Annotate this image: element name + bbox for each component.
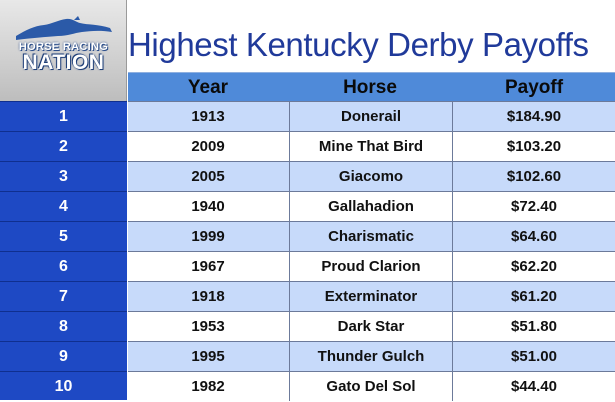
- horse-racing-nation-logo: HORSE RACING NATION: [0, 0, 127, 101]
- payoff-cell: $64.60: [511, 228, 557, 245]
- logo-line-2: NATION: [22, 51, 105, 74]
- rank-column: [0, 101, 127, 400]
- payoff-cell: $184.90: [506, 108, 562, 125]
- year-cell: 1940: [191, 198, 225, 215]
- horse-cell: Donerail: [289, 102, 453, 131]
- table-row: 1913 Donerail $184.90: [128, 101, 615, 131]
- year-cell: 1982: [191, 378, 225, 395]
- table-row: 1940 Gallahadion $72.40: [128, 191, 615, 221]
- payoff-cell: $62.20: [511, 258, 557, 275]
- year-cell: 1953: [191, 318, 225, 335]
- year-cell: 2009: [191, 138, 225, 155]
- payoff-cell: $44.40: [511, 378, 557, 395]
- table-row: 1953 Dark Star $51.80: [128, 311, 615, 341]
- rank-cell: 9: [0, 341, 127, 371]
- rank-cell: 4: [0, 191, 127, 221]
- year-cell: 2005: [191, 168, 225, 185]
- page-title: Highest Kentucky Derby Payoffs: [128, 26, 589, 63]
- table-row: 1995 Thunder Gulch $51.00: [128, 341, 615, 371]
- horse-cell: Gato Del Sol: [289, 372, 453, 401]
- rank-cell: 7: [0, 281, 127, 311]
- table-header: Year Horse Payoff: [128, 72, 615, 102]
- year-cell: 1913: [191, 108, 225, 125]
- table-row: 2009 Mine That Bird $103.20: [128, 131, 615, 161]
- rank-cell: 6: [0, 251, 127, 281]
- year-cell: 1967: [191, 258, 225, 275]
- payoff-cell: $72.40: [511, 198, 557, 215]
- column-header-year: Year: [187, 77, 229, 98]
- column-header-payoff: Payoff: [504, 77, 564, 98]
- horse-cell: Proud Clarion: [289, 252, 453, 281]
- rank-cell: 2: [0, 131, 127, 161]
- payoff-cell: $51.00: [511, 348, 557, 365]
- horse-cell: Gallahadion: [289, 192, 453, 221]
- rank-cell: 8: [0, 311, 127, 341]
- year-cell: 1995: [191, 348, 225, 365]
- payoff-cell: $51.80: [511, 318, 557, 335]
- table-row: 1982 Gato Del Sol $44.40: [128, 371, 615, 401]
- table-row: 1999 Charismatic $64.60: [128, 221, 615, 251]
- year-cell: 1918: [191, 288, 225, 305]
- horse-cell: Thunder Gulch: [289, 342, 453, 371]
- horse-cell: Giacomo: [289, 162, 453, 191]
- horse-cell: Dark Star: [289, 312, 453, 341]
- horse-cell: Charismatic: [289, 222, 453, 251]
- table-row: 1918 Exterminator $61.20: [128, 281, 615, 311]
- table-row: 2005 Giacomo $102.60: [128, 161, 615, 191]
- horse-cell: Mine That Bird: [289, 132, 453, 161]
- rank-cell: 3: [0, 161, 127, 191]
- logo-line-1: HORSE RACING: [18, 41, 109, 53]
- horse-cell: Exterminator: [289, 282, 453, 311]
- column-header-horse: Horse: [343, 77, 397, 98]
- payoff-cell: $102.60: [506, 168, 562, 185]
- payoff-cell: $103.20: [506, 138, 562, 155]
- rank-cell: 10: [0, 371, 127, 401]
- year-cell: 1999: [191, 228, 225, 245]
- rank-cell: 1: [0, 101, 127, 131]
- rank-cell: 5: [0, 221, 127, 251]
- table-row: 1967 Proud Clarion $62.20: [128, 251, 615, 281]
- horse-silhouette-icon: [16, 16, 112, 40]
- payoff-cell: $61.20: [511, 288, 557, 305]
